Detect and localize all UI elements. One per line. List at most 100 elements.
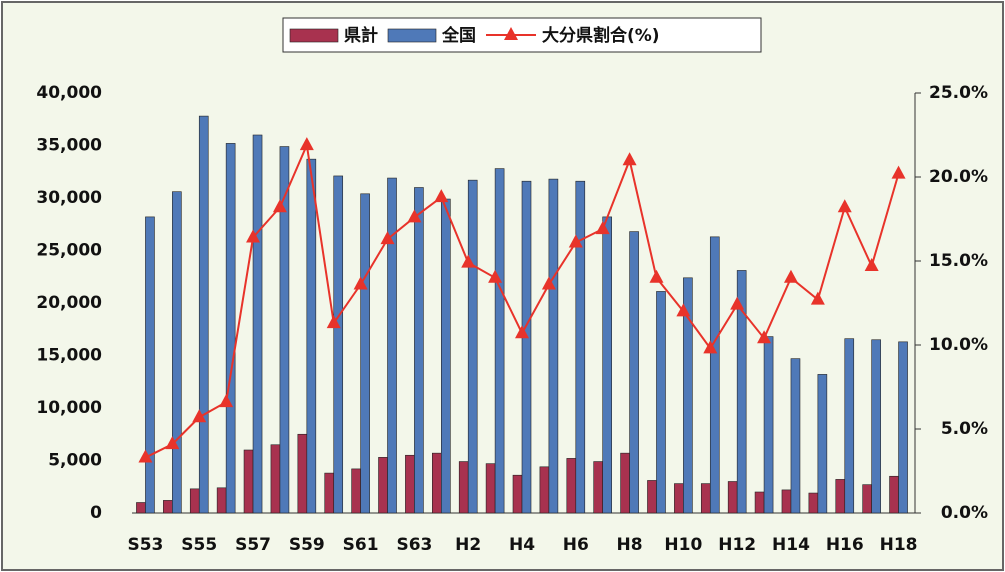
legend-label: 県計 <box>344 25 378 46</box>
bar <box>306 158 317 514</box>
line-marker <box>568 234 583 248</box>
x-tick-label: S55 <box>181 535 217 555</box>
y-tick-label: 25,000 <box>36 241 102 261</box>
bar <box>790 358 801 514</box>
line-marker <box>541 276 556 290</box>
bar <box>889 475 899 514</box>
legend-marker <box>504 27 518 40</box>
line-marker <box>299 137 314 151</box>
x-tick-label: S63 <box>396 535 432 555</box>
line-marker <box>676 303 691 317</box>
bar <box>754 491 765 514</box>
x-tick-label: H4 <box>509 535 535 555</box>
legend-label: 全国 <box>441 25 476 46</box>
bar <box>279 146 290 514</box>
line-marker <box>246 229 261 243</box>
line-marker <box>165 436 180 450</box>
y2-tick-label: 10.0% <box>929 335 988 355</box>
bar <box>414 187 424 514</box>
bar <box>566 458 577 514</box>
bar <box>458 461 469 514</box>
line-marker <box>595 221 610 235</box>
bar <box>871 339 881 514</box>
bar <box>270 444 281 514</box>
line-marker <box>353 276 368 290</box>
bar <box>351 468 361 514</box>
bar <box>324 472 335 514</box>
y2-tick-label: 15.0% <box>929 251 988 271</box>
y2-tick-label: 0.0% <box>941 503 988 523</box>
x-tick-label: H16 <box>826 535 864 555</box>
x-tick-label: H14 <box>772 535 810 555</box>
bar <box>656 291 666 514</box>
bar <box>575 180 586 514</box>
bar <box>683 277 693 514</box>
bar <box>709 236 720 514</box>
bar <box>467 179 478 514</box>
x-tick-label: H6 <box>563 535 589 555</box>
bar <box>781 489 792 514</box>
x-tick-label: H2 <box>455 535 481 555</box>
y2-tick-label: 5.0% <box>941 419 988 439</box>
bar <box>629 231 639 514</box>
bar <box>521 180 532 514</box>
bar <box>817 374 828 514</box>
bar <box>512 474 523 514</box>
line-marker <box>380 231 395 245</box>
bar <box>145 216 155 514</box>
bar <box>198 115 209 514</box>
bar <box>674 483 684 514</box>
bar <box>405 454 415 514</box>
bar <box>243 449 254 514</box>
legend-swatch <box>289 28 339 43</box>
line-marker <box>461 254 476 268</box>
y-tick-label: 30,000 <box>36 188 102 208</box>
bar <box>862 484 872 514</box>
bar <box>225 143 236 514</box>
bar <box>620 452 630 514</box>
line-marker <box>434 189 449 203</box>
line-marker <box>326 315 341 329</box>
x-tick-label: H12 <box>718 535 756 555</box>
bar <box>387 177 397 514</box>
line-marker <box>864 258 879 272</box>
bar <box>763 336 774 514</box>
y-tick-label: 10,000 <box>36 398 102 418</box>
bar <box>700 483 711 514</box>
line-marker <box>730 296 745 310</box>
bar <box>736 270 747 514</box>
x-tick-label: S57 <box>235 535 271 555</box>
line-marker <box>192 409 207 423</box>
bar <box>647 480 657 514</box>
bar <box>548 178 559 514</box>
line-marker <box>757 330 772 344</box>
line-marker <box>837 199 852 213</box>
bar <box>378 457 388 514</box>
legend-swatch <box>387 28 437 43</box>
x-tick-label: H18 <box>880 535 918 555</box>
y-tick-label: 20,000 <box>36 293 102 313</box>
line-marker <box>649 269 664 283</box>
bar <box>333 175 344 514</box>
x-tick-label: H8 <box>617 535 643 555</box>
y-tick-label: 15,000 <box>36 346 102 366</box>
bar <box>898 341 908 514</box>
y-tick-label: 40,000 <box>36 83 102 103</box>
bar <box>844 338 855 514</box>
bar <box>252 134 263 514</box>
bar <box>494 168 505 514</box>
x-tick-label: S61 <box>343 535 379 555</box>
bar <box>835 479 846 514</box>
y2-tick-label: 20.0% <box>929 167 988 187</box>
bar <box>727 481 738 514</box>
bar <box>808 492 819 514</box>
bar <box>216 487 227 514</box>
y-tick-label: 35,000 <box>36 136 102 156</box>
x-tick-label: S59 <box>289 535 325 555</box>
bar <box>441 198 451 514</box>
line-marker <box>138 449 153 463</box>
x-tick-label: S53 <box>127 535 163 555</box>
bar <box>593 461 603 514</box>
bar <box>172 191 182 514</box>
